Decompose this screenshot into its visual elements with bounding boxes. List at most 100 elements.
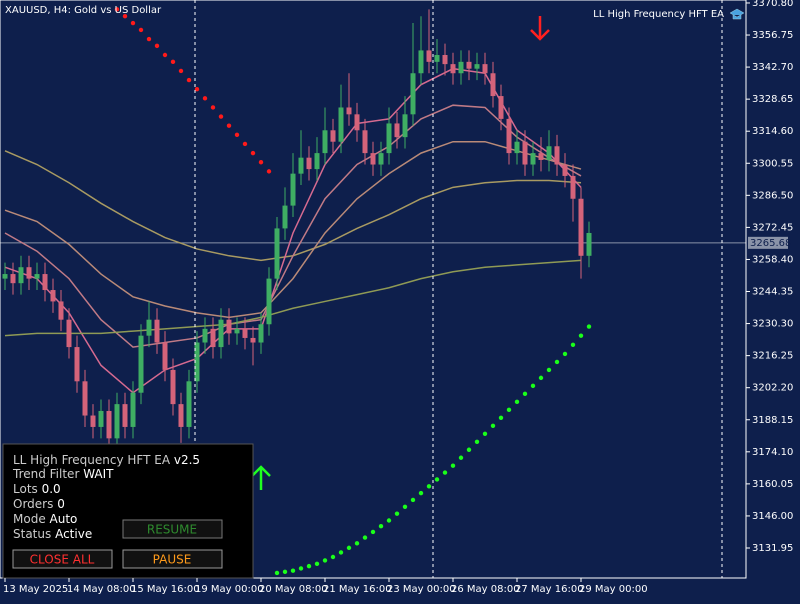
candle-body [570, 175, 576, 199]
sar-dot [282, 569, 288, 575]
sar-dot [570, 342, 576, 347]
candle-body [522, 141, 528, 165]
candle-body [58, 301, 64, 320]
sell-arrow [530, 16, 550, 41]
candle-body [394, 123, 400, 138]
sar-dot [250, 150, 256, 156]
y-tick-label: 3258.40 [752, 254, 793, 265]
candle-body [242, 328, 248, 338]
candle-body [362, 130, 368, 154]
candle-body [474, 64, 480, 69]
sar-dot [554, 359, 560, 365]
candle-body [154, 319, 160, 343]
sar-dot [522, 391, 528, 397]
resume-button[interactable]: RESUME [122, 519, 223, 539]
sar-dot [322, 558, 328, 563]
candle-body [482, 64, 488, 74]
candle-body [338, 107, 344, 142]
button-frame[interactable] [12, 549, 113, 569]
candle-body [42, 274, 48, 291]
sar-dot [530, 383, 536, 389]
y-tick-label: 3160.05 [752, 479, 793, 490]
candle-body [106, 410, 112, 439]
x-tick-label: 20 May 08:00 [259, 584, 328, 595]
sar-dot [442, 470, 448, 475]
row-value: 0.0 [42, 482, 61, 496]
y-tick-label: 3300.55 [752, 158, 793, 169]
y-tick-label: 3286.50 [752, 190, 793, 201]
button-frame[interactable] [122, 549, 223, 569]
candle-body [10, 274, 16, 284]
sar-dot [378, 524, 384, 529]
candle-body [90, 415, 96, 427]
sar-dot [114, 7, 120, 12]
ea-label: LL High Frequency HFT EA [593, 9, 724, 20]
sar-dot [130, 20, 136, 26]
sar-dot [330, 554, 336, 560]
row-value: WAIT [83, 467, 114, 481]
sar-dot [506, 407, 512, 413]
candle-body [530, 153, 536, 165]
moving-average [4, 259, 582, 337]
candle-body [266, 278, 272, 325]
candle-body [50, 290, 56, 302]
pause-button[interactable]: PAUSE [122, 549, 223, 569]
x-tick-label: 26 May 08:00 [451, 584, 520, 595]
candle-body [82, 381, 88, 416]
y-tick-label: 3131.95 [752, 543, 793, 554]
candle-body [210, 328, 216, 348]
candle-body [2, 274, 8, 279]
panel-title: LL High Frequency HFT EA v2.5 [13, 453, 200, 467]
moving-average [4, 140, 582, 319]
candle-body [538, 153, 544, 160]
candle-body [130, 392, 136, 427]
sar-dot [122, 14, 128, 19]
row-label: Trend Filter [12, 467, 79, 481]
candle-body [450, 64, 456, 74]
y-tick-label: 3216.25 [752, 351, 793, 362]
row-value: 0 [57, 497, 65, 511]
candle-body [466, 61, 472, 69]
candle-body [122, 404, 128, 427]
x-tick-label: 19 May 00:00 [195, 584, 264, 595]
sar-dot [498, 415, 504, 421]
sar-dot [138, 27, 144, 33]
x-tick-label: 14 May 08:00 [67, 584, 136, 595]
status-row: Mode Auto [13, 512, 77, 526]
x-tick-label: 13 May 2025 [3, 584, 68, 595]
current-price-box [748, 236, 788, 249]
sar-dot [234, 132, 240, 138]
panel-title-text: LL High Frequency HFT EA [13, 453, 171, 467]
candle-body [114, 404, 120, 439]
sar-dot [514, 399, 520, 405]
candle-body [26, 267, 32, 279]
sar-dot [258, 160, 264, 165]
row-value: Active [55, 527, 92, 541]
candle-body [490, 73, 496, 97]
y-tick-label: 3174.10 [752, 447, 793, 458]
button-label[interactable]: CLOSE ALL [30, 553, 95, 567]
sar-dot [538, 375, 544, 381]
row-label: Status [13, 527, 51, 541]
buy-arrow [251, 465, 271, 490]
sar-dot [210, 105, 216, 110]
sar-dot [346, 545, 352, 551]
y-tick-label: 3314.60 [752, 126, 793, 137]
symbol-label: XAUUSD, H4: Gold vs US Dollar [5, 5, 162, 16]
candle-body [250, 337, 256, 343]
candle-body [258, 324, 264, 343]
candle-body [330, 130, 336, 142]
sar-dot [434, 477, 440, 482]
button-label[interactable]: PAUSE [153, 553, 192, 567]
button-label[interactable]: RESUME [147, 523, 197, 537]
close-all-button[interactable]: CLOSE ALL [12, 549, 113, 569]
price-chart [0, 7, 746, 576]
candle-body [186, 381, 192, 427]
x-tick-label: 29 May 00:00 [579, 584, 648, 595]
x-tick-label: 15 May 16:00 [131, 584, 200, 595]
sar-dot [402, 504, 408, 510]
button-frame[interactable] [122, 519, 223, 539]
y-tick-label: 3272.45 [752, 222, 793, 233]
sar-dot [338, 550, 344, 555]
sar-dot [482, 431, 488, 436]
